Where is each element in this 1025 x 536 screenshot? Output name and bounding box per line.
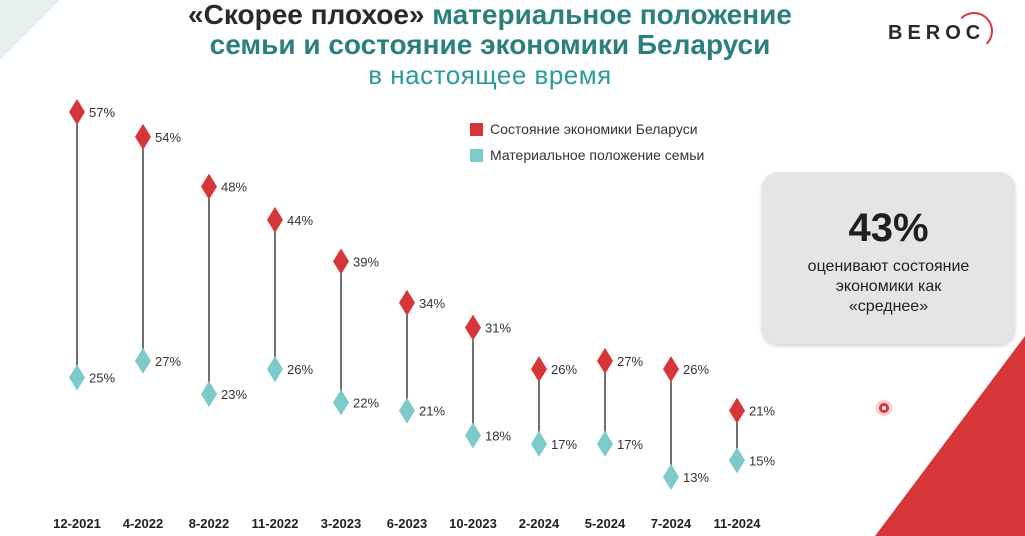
economy-marker — [135, 123, 151, 150]
family-marker — [531, 430, 547, 457]
x-tick-label: 4-2022 — [123, 516, 163, 531]
x-tick-label: 3-2023 — [321, 516, 361, 531]
family-value-label: 17% — [551, 437, 577, 452]
family-value-label: 15% — [749, 453, 775, 468]
economy-value-label: 26% — [683, 362, 709, 377]
legend-item-family: Материальное положение семьи — [470, 142, 704, 168]
callout-line-3: «среднее» — [848, 298, 929, 315]
economy-marker — [399, 289, 415, 316]
economy-marker — [69, 99, 85, 125]
economy-value-label: 48% — [221, 180, 247, 195]
x-tick-label: 12-2021 — [53, 516, 101, 531]
title-main: материальное положение — [432, 0, 792, 30]
legend-label-economy: Состояние экономики Беларуси — [490, 121, 698, 137]
family-value-label: 23% — [221, 387, 247, 402]
callout-value: 43% — [848, 206, 929, 250]
decor-corner-top-left — [0, 0, 60, 60]
family-marker — [597, 430, 613, 457]
economy-value-label: 57% — [89, 105, 115, 120]
callout-line-1: оценивают состояние — [807, 258, 970, 275]
economy-marker — [267, 206, 283, 233]
family-value-label: 26% — [287, 362, 313, 377]
family-marker — [729, 447, 745, 474]
title-subtitle: в настоящее время — [368, 60, 612, 90]
economy-marker — [465, 314, 481, 341]
family-marker — [69, 364, 85, 391]
family-marker — [267, 356, 283, 383]
x-tick-label: 10-2023 — [449, 516, 497, 531]
x-tick-label: 8-2022 — [189, 516, 229, 531]
economy-marker — [333, 248, 349, 275]
family-value-label: 25% — [89, 370, 115, 385]
title-line-1: «Скорее плохое» материальное положение — [0, 0, 980, 30]
family-value-label: 27% — [155, 354, 181, 369]
family-marker — [465, 422, 481, 449]
economy-value-label: 44% — [287, 213, 313, 228]
family-value-label: 22% — [353, 395, 379, 410]
economy-value-label: 39% — [353, 254, 379, 269]
family-marker — [663, 464, 679, 490]
economy-value-label: 34% — [419, 296, 445, 311]
legend-item-economy: Состояние экономики Беларуси — [470, 116, 704, 142]
callout-box: 43% оценивают состояние экономики как «с… — [762, 172, 1015, 344]
decor-corner-bottom-right — [875, 336, 1025, 536]
legend-swatch-red — [470, 122, 483, 136]
family-marker — [135, 347, 151, 374]
family-value-label: 17% — [617, 437, 643, 452]
economy-value-label: 54% — [155, 130, 181, 145]
family-marker — [399, 397, 415, 424]
family-marker — [201, 381, 217, 408]
economy-value-label: 31% — [485, 321, 511, 336]
economy-marker — [531, 356, 547, 383]
economy-value-label: 26% — [551, 362, 577, 377]
economy-marker — [201, 173, 217, 200]
title-line-2: семьи и состояние экономики Беларуси — [209, 29, 771, 60]
callout-line-2: экономики как — [835, 278, 942, 295]
beroc-logo: BEROC — [888, 22, 986, 44]
family-value-label: 13% — [683, 470, 709, 485]
economy-value-label: 27% — [617, 354, 643, 369]
x-tick-label: 6-2023 — [387, 516, 427, 531]
chart-title: «Скорее плохое» материальное положение с… — [0, 0, 980, 90]
economy-marker — [663, 356, 679, 383]
legend-label-family: Материальное положение семьи — [490, 147, 705, 163]
family-value-label: 21% — [419, 404, 445, 419]
callout-text: оценивают состояние экономики как «средн… — [762, 257, 1015, 317]
x-tick-label: 5-2024 — [585, 516, 626, 531]
pointer-dot-icon — [879, 403, 889, 413]
title-emphasis: «Скорее плохое» — [188, 0, 425, 30]
economy-marker — [729, 397, 745, 424]
legend-swatch-teal — [470, 148, 483, 162]
x-tick-label: 2-2024 — [519, 516, 560, 531]
logo-arc-icon — [955, 12, 993, 50]
family-marker — [333, 389, 349, 416]
pointer-dot-center — [882, 406, 886, 410]
chart-legend: Состояние экономики Беларуси Материально… — [470, 116, 704, 168]
x-tick-label: 11-2022 — [252, 516, 299, 531]
x-tick-label: 7-2024 — [651, 516, 692, 531]
economy-value-label: 21% — [749, 404, 775, 419]
family-value-label: 18% — [485, 429, 511, 444]
economy-marker — [597, 347, 613, 374]
x-tick-label: 11-2024 — [714, 516, 762, 531]
